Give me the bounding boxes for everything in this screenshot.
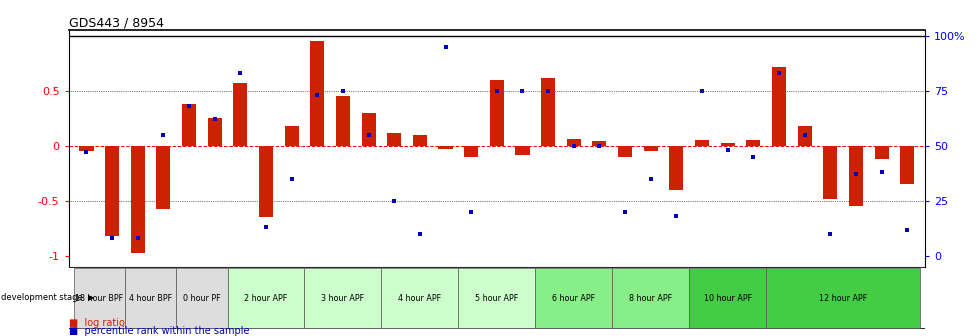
Bar — [156, 146, 170, 209]
Text: 3 hour APF: 3 hour APF — [321, 294, 364, 303]
Bar — [848, 146, 862, 206]
Text: 5 hour APF: 5 hour APF — [474, 294, 518, 303]
Text: 2 hour APF: 2 hour APF — [244, 294, 288, 303]
Bar — [464, 146, 478, 157]
Bar — [458, 268, 535, 328]
Text: 12 hour APF: 12 hour APF — [819, 294, 867, 303]
Text: 4 hour BPF: 4 hour BPF — [129, 294, 172, 303]
Bar — [745, 140, 760, 146]
Text: development stage  ▶: development stage ▶ — [1, 293, 95, 302]
Bar — [694, 140, 708, 146]
Bar — [233, 83, 247, 146]
Bar — [873, 146, 888, 159]
Bar — [611, 268, 689, 328]
Bar — [310, 41, 324, 146]
Bar — [689, 268, 766, 328]
Bar — [617, 146, 632, 157]
Bar — [227, 268, 304, 328]
Bar — [720, 142, 734, 146]
Bar — [413, 135, 426, 146]
Text: 4 hour APF: 4 hour APF — [398, 294, 441, 303]
Bar — [304, 268, 381, 328]
Bar — [592, 141, 605, 146]
Text: 8 hour APF: 8 hour APF — [629, 294, 672, 303]
Bar — [766, 268, 919, 328]
Bar — [438, 146, 452, 149]
Bar — [771, 67, 785, 146]
Bar — [79, 146, 94, 151]
Bar — [73, 268, 125, 328]
Bar — [259, 146, 273, 217]
Text: ■  percentile rank within the sample: ■ percentile rank within the sample — [68, 326, 248, 336]
Bar — [566, 139, 580, 146]
Text: 10 hour APF: 10 hour APF — [703, 294, 751, 303]
Bar — [822, 146, 836, 199]
Bar — [131, 146, 145, 253]
Bar — [125, 268, 176, 328]
Text: 0 hour PF: 0 hour PF — [183, 294, 220, 303]
Bar — [387, 133, 401, 146]
Bar — [381, 268, 458, 328]
Text: ■  log ratio: ■ log ratio — [68, 318, 124, 328]
Bar — [899, 146, 913, 184]
Bar — [541, 78, 555, 146]
Bar — [176, 268, 227, 328]
Bar — [535, 268, 611, 328]
Text: 6 hour APF: 6 hour APF — [552, 294, 595, 303]
Bar — [489, 80, 504, 146]
Bar — [335, 96, 350, 146]
Bar — [361, 113, 376, 146]
Bar — [207, 118, 222, 146]
Text: GDS443 / 8954: GDS443 / 8954 — [68, 16, 163, 29]
Bar — [643, 146, 657, 151]
Bar — [797, 126, 811, 146]
Bar — [669, 146, 683, 190]
Bar — [514, 146, 529, 155]
Bar — [105, 146, 119, 236]
Bar — [182, 104, 196, 146]
Bar — [285, 126, 298, 146]
Text: 18 hour BPF: 18 hour BPF — [75, 294, 123, 303]
